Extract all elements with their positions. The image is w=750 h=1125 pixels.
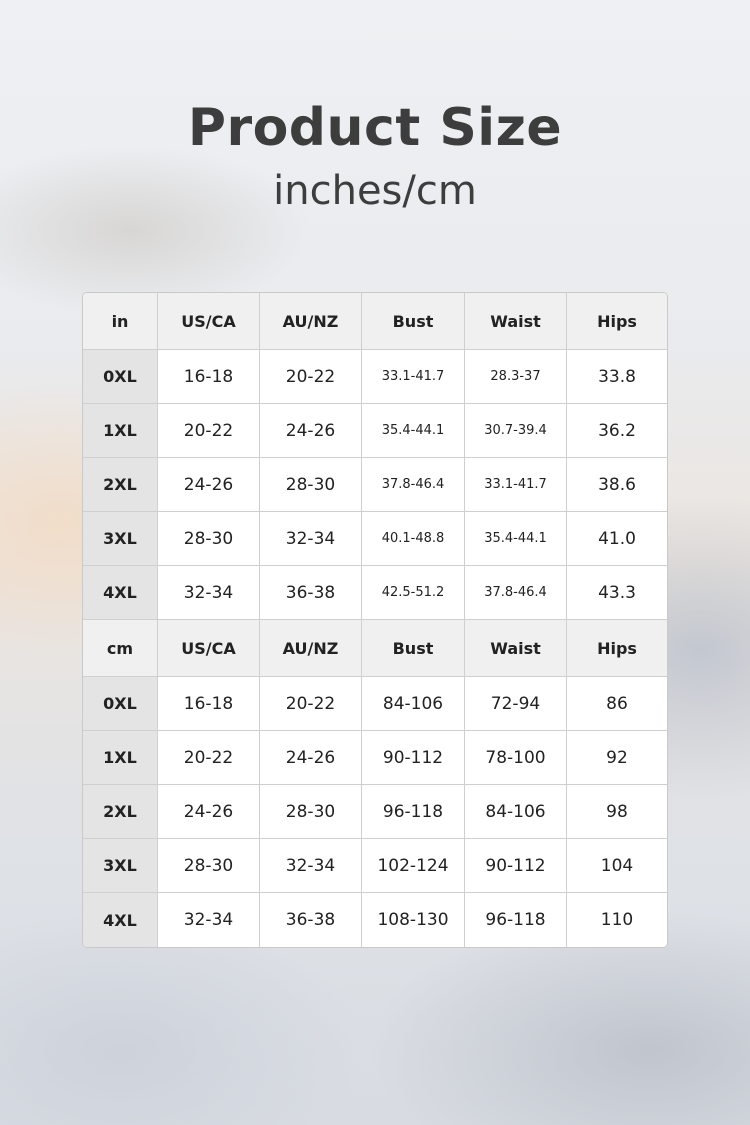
- unit-header: cm: [83, 620, 158, 677]
- size-label: 3XL: [83, 512, 158, 566]
- table-cell: 32-34: [260, 839, 362, 893]
- table-cell: 43.3: [567, 566, 667, 620]
- size-label: 4XL: [83, 566, 158, 620]
- table-cell: 108-130: [362, 893, 465, 947]
- table-cell: 24-26: [158, 785, 260, 839]
- column-header: Hips: [567, 293, 667, 350]
- table-cell: 90-112: [362, 731, 465, 785]
- table-cell: 102-124: [362, 839, 465, 893]
- column-header: Bust: [362, 620, 465, 677]
- page-subtitle: inches/cm: [273, 168, 477, 214]
- table-cell: 84-106: [362, 677, 465, 731]
- table-cell: 92: [567, 731, 667, 785]
- table-cell: 24-26: [158, 458, 260, 512]
- table-cell: 28.3-37: [465, 350, 567, 404]
- table-cell: 28-30: [260, 785, 362, 839]
- size-label: 0XL: [83, 350, 158, 404]
- table-cell: 20-22: [158, 731, 260, 785]
- column-header: US/CA: [158, 293, 260, 350]
- size-label: 1XL: [83, 404, 158, 458]
- size-chart-table: in US/CA AU/NZ Bust Waist Hips 0XL 16-18 20-22 33…: [82, 292, 668, 948]
- table-cell: 36-38: [260, 566, 362, 620]
- unit-header: in: [83, 293, 158, 350]
- column-header: US/CA: [158, 620, 260, 677]
- table-cell: 36-38: [260, 893, 362, 947]
- column-header: AU/NZ: [260, 293, 362, 350]
- size-label: 3XL: [83, 839, 158, 893]
- table-cell: 84-106: [465, 785, 567, 839]
- column-header: AU/NZ: [260, 620, 362, 677]
- table-cell: 33.1-41.7: [362, 350, 465, 404]
- table-cell: 37.8-46.4: [465, 566, 567, 620]
- table-cell: 38.6: [567, 458, 667, 512]
- table-cell: 37.8-46.4: [362, 458, 465, 512]
- table-cell: 24-26: [260, 404, 362, 458]
- page-title: Product Size: [187, 98, 563, 158]
- table-cell: 32-34: [260, 512, 362, 566]
- size-label: 2XL: [83, 458, 158, 512]
- table-cell: 36.2: [567, 404, 667, 458]
- table-cell: 96-118: [465, 893, 567, 947]
- table-cell: 90-112: [465, 839, 567, 893]
- table-cell: 42.5-51.2: [362, 566, 465, 620]
- size-label: 4XL: [83, 893, 158, 947]
- table-cell: 20-22: [260, 677, 362, 731]
- table-cell: 86: [567, 677, 667, 731]
- column-header: Waist: [465, 293, 567, 350]
- table-cell: 33.8: [567, 350, 667, 404]
- table-cell: 98: [567, 785, 667, 839]
- table-cell: 20-22: [260, 350, 362, 404]
- table-cell: 16-18: [158, 350, 260, 404]
- column-header: Hips: [567, 620, 667, 677]
- table-cell: 40.1-48.8: [362, 512, 465, 566]
- table-cell: 33.1-41.7: [465, 458, 567, 512]
- table-cell: 104: [567, 839, 667, 893]
- table-cell: 35.4-44.1: [362, 404, 465, 458]
- size-label: 0XL: [83, 677, 158, 731]
- size-label: 1XL: [83, 731, 158, 785]
- table-cell: 32-34: [158, 893, 260, 947]
- table-cell: 32-34: [158, 566, 260, 620]
- table-cell: 110: [600, 910, 634, 930]
- size-label: 2XL: [83, 785, 158, 839]
- table-cell: 16-18: [158, 677, 260, 731]
- table-cell: 24-26: [260, 731, 362, 785]
- table-cell: 28-30: [158, 512, 260, 566]
- table-cell: 35.4-44.1: [465, 512, 567, 566]
- table-cell: 72-94: [465, 677, 567, 731]
- table-cell: 30.7-39.4: [465, 404, 567, 458]
- table-cell: 28-30: [158, 839, 260, 893]
- column-header: Bust: [362, 293, 465, 350]
- table-cell: 96-118: [362, 785, 465, 839]
- column-header: Waist: [465, 620, 567, 677]
- table-cell: 28-30: [260, 458, 362, 512]
- table-cell: 78-100: [465, 731, 567, 785]
- table-cell: 20-22: [158, 404, 260, 458]
- table-cell: 41.0: [567, 512, 667, 566]
